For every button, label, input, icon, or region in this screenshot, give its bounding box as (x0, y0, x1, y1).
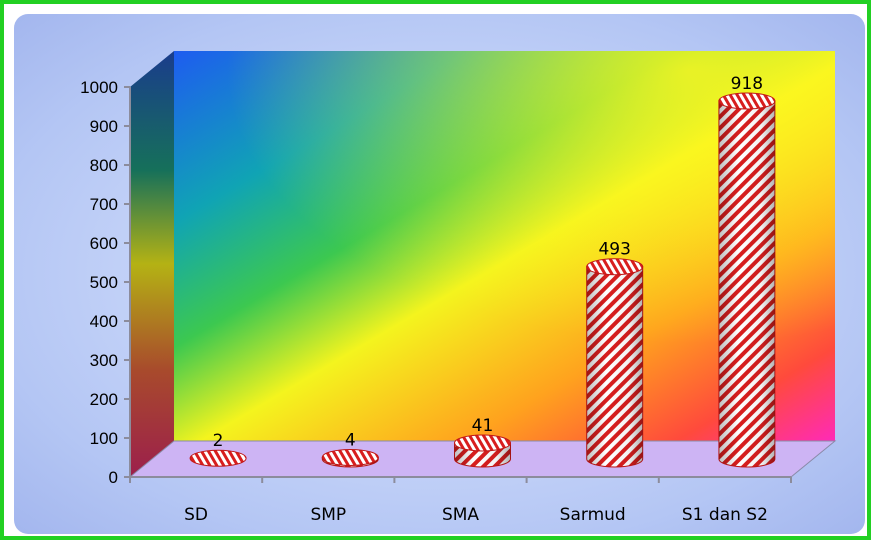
data-label: 2 (213, 431, 224, 451)
y-tick-label: 700 (90, 195, 118, 214)
y-tick-label: 600 (90, 234, 118, 253)
data-label: 493 (598, 240, 630, 260)
y-tick-label: 900 (90, 117, 118, 136)
bar-top (718, 92, 776, 110)
bar-top (586, 258, 644, 276)
x-category-label: SMP (310, 505, 346, 525)
y-tick-label: 300 (90, 351, 118, 370)
y-tick-label: 1000 (80, 78, 118, 97)
x-category-label: SD (184, 505, 208, 525)
x-axis-ticks: SD SMP SMA Sarmud S1 dan S2 (129, 477, 792, 525)
bar (718, 92, 776, 468)
side-wall (130, 51, 174, 477)
bar (454, 434, 511, 468)
data-label: 41 (472, 416, 494, 436)
bar-shading (586, 266, 643, 467)
bars (189, 92, 776, 468)
bar-top (321, 448, 379, 466)
y-tick-label: 800 (90, 156, 118, 175)
x-category-label: S1 dan S2 (682, 505, 768, 525)
y-tick-label: 0 (109, 468, 118, 487)
y-axis-ticks: 0 100 200 300 400 500 600 700 800 900 1000 (80, 78, 130, 487)
bar-top (189, 449, 247, 467)
x-category-label: SMA (442, 505, 479, 525)
bar (586, 258, 644, 468)
bar-chart: 0 100 200 300 400 500 600 700 800 900 1000 SD SMP SM… (80, 51, 837, 525)
bar-shading (718, 100, 775, 467)
data-label: 918 (731, 74, 763, 94)
bar (321, 448, 379, 468)
data-labels: 2 4 41 493 918 (213, 74, 763, 451)
bar-top (454, 434, 511, 452)
data-label: 4 (345, 430, 356, 450)
y-tick-label: 200 (90, 390, 118, 409)
y-tick-label: 400 (90, 312, 118, 331)
bar (189, 449, 247, 467)
x-category-label: Sarmud (560, 505, 626, 525)
y-tick-label: 500 (90, 273, 118, 292)
y-tick-label: 100 (90, 429, 118, 448)
